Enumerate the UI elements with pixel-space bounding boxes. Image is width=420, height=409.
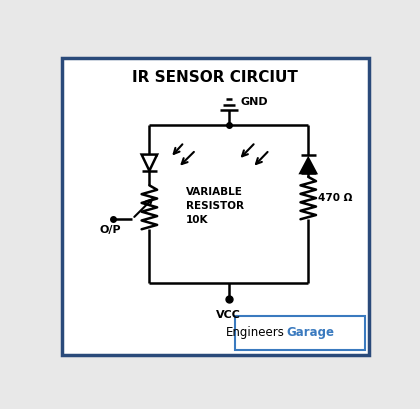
Text: 470 Ω: 470 Ω	[318, 193, 352, 203]
Text: GND: GND	[240, 97, 268, 107]
Text: VARIABLE
RESISTOR
10K: VARIABLE RESISTOR 10K	[186, 187, 244, 225]
Polygon shape	[142, 155, 157, 171]
FancyBboxPatch shape	[235, 315, 365, 350]
Text: IR SENSOR CIRCIUT: IR SENSOR CIRCIUT	[132, 70, 298, 85]
Polygon shape	[300, 158, 316, 173]
Text: Garage: Garage	[286, 326, 335, 339]
Text: Engineers: Engineers	[226, 326, 285, 339]
Text: VCC: VCC	[216, 310, 241, 320]
FancyBboxPatch shape	[62, 58, 369, 355]
Text: O/P: O/P	[100, 225, 121, 235]
